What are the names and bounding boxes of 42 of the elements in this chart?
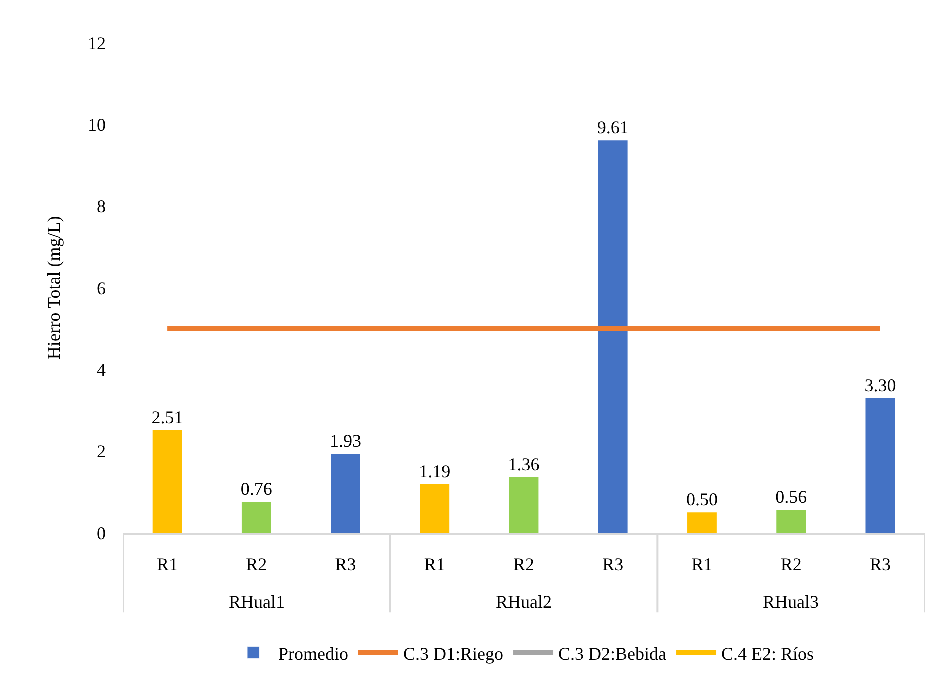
data-label: 0.50: [686, 490, 718, 510]
bar: [509, 477, 539, 533]
x-tick-label: R3: [870, 554, 891, 575]
x-tick-label: R1: [692, 554, 713, 575]
x-tick-label: R2: [246, 554, 268, 575]
data-label: 9.61: [597, 118, 629, 138]
y-tick-label: 12: [88, 33, 106, 54]
data-label: 1.36: [508, 454, 540, 474]
x-tick-label: R2: [780, 554, 802, 575]
data-label: 1.93: [330, 431, 362, 452]
data-label: 0.56: [776, 487, 808, 508]
data-label: 2.51: [152, 408, 184, 428]
bar: [776, 510, 806, 533]
bar: [598, 140, 628, 533]
text: RHual3: [763, 592, 819, 612]
bar: [152, 430, 182, 533]
y-tick-label: 4: [97, 360, 106, 380]
legend-label: Promedio: [278, 644, 348, 664]
y-tick-label: 0: [97, 523, 106, 544]
legend-label: C.3 D1:Riego: [404, 644, 504, 664]
legend-label: C.4 E2: Ríos: [722, 644, 814, 664]
legend-label: C.3 D2:Bebida: [558, 644, 667, 664]
text: RHual1: [229, 592, 285, 612]
x-tick-label: R3: [335, 554, 356, 575]
y-axis-title: Hierro Total (mg/L): [44, 216, 64, 360]
y-tick-label: 6: [97, 278, 106, 298]
bar: [420, 484, 450, 533]
y-tick-label: 8: [97, 196, 106, 217]
x-tick-label: R1: [157, 554, 178, 575]
data-label: 1.19: [419, 461, 451, 482]
x-tick-label: R1: [424, 554, 446, 575]
bar: [866, 398, 896, 533]
bar: [688, 512, 717, 533]
x-tick-label: R2: [513, 554, 535, 575]
x-tick-label: R3: [602, 554, 624, 575]
data-label: 0.76: [240, 478, 272, 499]
data-label: 3.30: [864, 375, 896, 396]
bar: [242, 502, 272, 533]
text: RHual2: [496, 592, 552, 612]
bar: [331, 454, 360, 533]
y-tick-label: 10: [88, 114, 106, 135]
y-tick-label: 2: [97, 442, 106, 462]
